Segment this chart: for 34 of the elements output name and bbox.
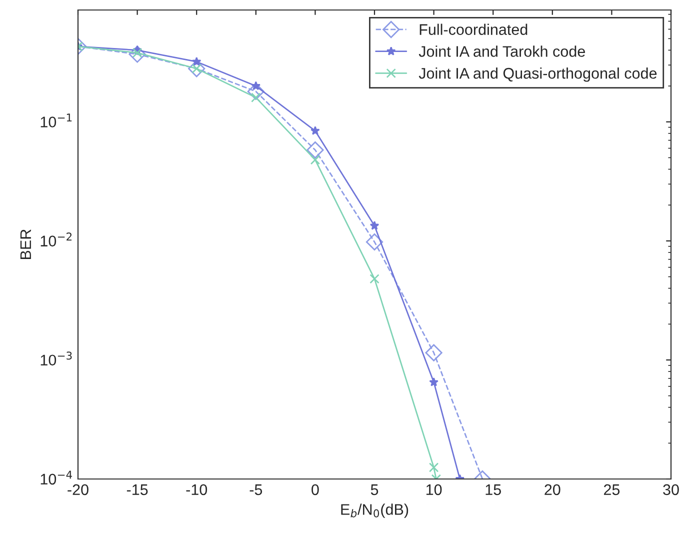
x-tick-label: 0 <box>312 484 319 496</box>
x-tick-label: 10 <box>426 484 442 496</box>
point <box>310 154 320 165</box>
point <box>429 377 438 386</box>
legend-label: Full-coordinated <box>420 24 528 35</box>
point <box>188 60 206 78</box>
point <box>192 56 202 66</box>
point <box>366 233 384 250</box>
x-tick-label: -20 <box>68 484 88 496</box>
x-tick-label: 30 <box>663 484 679 496</box>
point <box>251 92 261 102</box>
x-tick-label: -15 <box>126 484 148 496</box>
x-tick-label: 15 <box>486 484 501 496</box>
y-tick-label: 10$^{−1}$ <box>40 114 72 128</box>
legend-label: Joint IA and Quasi-orthogonal code <box>418 68 657 82</box>
point <box>128 46 146 63</box>
point <box>428 462 439 472</box>
y-axis-title: BER <box>20 230 31 259</box>
legend-label: Joint IA and Tarokh code <box>418 46 585 57</box>
x-tick-label: -5 <box>250 484 262 496</box>
y-tick-label: 10$^{−2}$ <box>40 232 72 246</box>
x-tick-label: 25 <box>604 484 620 496</box>
point <box>251 81 261 90</box>
x-axis-title: E$_{b}$/N$_{0}$(dB) <box>341 504 408 518</box>
x-tick-label: -10 <box>186 484 208 496</box>
y-tick-label: 10$^{−4}$ <box>40 470 72 485</box>
point <box>310 126 320 135</box>
x-tick-label: 20 <box>544 484 560 496</box>
point <box>370 220 380 230</box>
y-tick-label: 10$^{−3}$ <box>40 352 72 366</box>
x-tick-label: 5 <box>370 484 378 496</box>
point <box>370 274 380 284</box>
point <box>425 344 442 362</box>
point <box>306 141 324 159</box>
